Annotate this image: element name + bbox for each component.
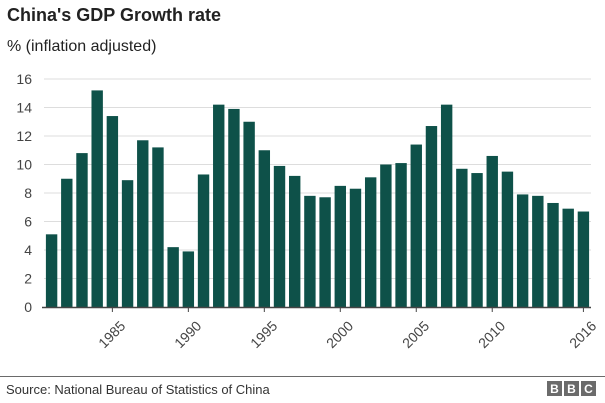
- bar: [440, 104, 453, 308]
- bar: [197, 174, 210, 307]
- bbc-logo-letter: C: [581, 381, 596, 396]
- x-tick-label: 1995: [247, 318, 280, 351]
- x-tick-label: 1985: [95, 318, 128, 351]
- bar: [380, 164, 392, 307]
- y-tick-label: 2: [24, 271, 32, 287]
- x-tick-label: 1990: [171, 318, 204, 351]
- bar: [562, 208, 574, 307]
- bar: [486, 155, 498, 307]
- bar: [167, 247, 179, 307]
- bar: [137, 140, 149, 307]
- bar: [547, 202, 559, 307]
- bar: [258, 150, 271, 307]
- bar: [45, 234, 58, 307]
- bbc-logo: B B C: [547, 381, 596, 396]
- chart-title: China's GDP Growth rate: [7, 5, 221, 25]
- bar: [501, 171, 514, 307]
- bar: [516, 194, 529, 307]
- bar: [121, 180, 134, 307]
- bar: [152, 147, 164, 307]
- bar-chart: 0 2 4 6 8 10 12 14 16 1985 1990 1995 2000 2005 2010 201…: [16, 71, 599, 351]
- bar: [364, 177, 377, 307]
- y-tick-label: 0: [24, 299, 32, 315]
- x-tick-label: 2016: [566, 318, 599, 351]
- bar: [289, 175, 301, 307]
- y-tick-label: 14: [16, 100, 32, 116]
- x-tick-label: 2000: [323, 318, 356, 351]
- bar: [395, 163, 407, 307]
- bar: [410, 144, 422, 307]
- bar: [273, 165, 286, 307]
- bar: [61, 178, 73, 307]
- bbc-logo-letter: B: [564, 381, 579, 396]
- y-tick-label: 8: [24, 185, 32, 201]
- chart-subtitle: % (inflation adjusted): [7, 38, 157, 55]
- y-tick-label: 6: [24, 214, 32, 230]
- bar: [243, 121, 255, 307]
- x-tick-label: 2005: [399, 318, 432, 351]
- bar: [228, 108, 240, 307]
- bar: [319, 197, 331, 307]
- y-tick-label: 4: [24, 242, 32, 258]
- bar: [425, 126, 438, 308]
- bar: [456, 168, 468, 307]
- bar: [213, 104, 225, 308]
- bar: [532, 195, 544, 307]
- y-tick-label: 10: [16, 157, 32, 173]
- footer-divider: [0, 376, 605, 377]
- bbc-logo-letter: B: [547, 381, 562, 396]
- bar: [304, 195, 316, 307]
- source-note: Source: National Bureau of Statistics of…: [6, 382, 270, 397]
- bar: [91, 90, 103, 308]
- bar: [334, 185, 346, 307]
- bar: [182, 251, 195, 307]
- bar: [471, 173, 483, 307]
- y-tick-label: 12: [16, 128, 32, 144]
- x-tick-label: 2010: [475, 318, 508, 351]
- bar: [349, 188, 362, 307]
- bar: [577, 211, 590, 307]
- y-tick-label: 16: [16, 71, 32, 87]
- bar: [76, 153, 88, 307]
- bar: [106, 116, 119, 307]
